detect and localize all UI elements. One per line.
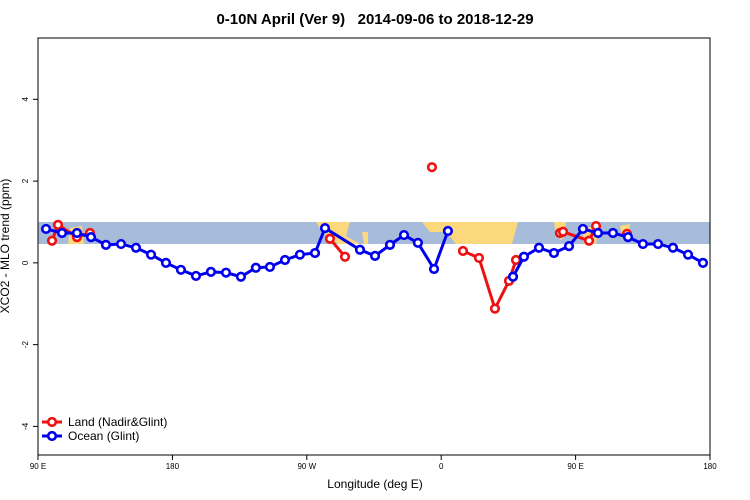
y-axis-label: XCO2 - MLO trend (ppm) <box>0 179 12 314</box>
data-point <box>130 242 142 253</box>
data-point <box>398 229 410 241</box>
legend-label: Ocean (Glint) <box>68 429 139 443</box>
data-point <box>697 257 709 268</box>
data-point <box>279 254 291 266</box>
data-point <box>548 247 560 259</box>
data-point <box>457 245 469 257</box>
data-point <box>220 267 232 278</box>
data-point <box>637 238 649 250</box>
legend-marker <box>46 416 58 428</box>
chart-title: 0-10N April (Ver 9) 2014-09-06 to 2018-1… <box>216 11 533 28</box>
data-point <box>667 242 679 253</box>
data-point <box>309 247 321 259</box>
data-point <box>473 252 485 264</box>
legend-label: Land (Nadir&Glint) <box>68 415 167 429</box>
data-point <box>56 227 68 239</box>
data-point <box>235 271 247 282</box>
data-point <box>324 233 336 244</box>
y-tick-label: -2 <box>21 341 30 349</box>
data-point <box>563 240 575 252</box>
data-point <box>145 249 157 260</box>
data-point <box>40 223 52 235</box>
data-point <box>339 251 351 262</box>
data-point <box>71 227 83 239</box>
data-point <box>46 235 58 246</box>
land-patch <box>362 232 368 244</box>
data-point <box>426 162 438 173</box>
y-tick-label: 2 <box>21 178 30 183</box>
data-point <box>533 242 545 253</box>
data-point <box>682 249 694 260</box>
data-point <box>319 223 331 234</box>
x-tick-label: 180 <box>166 462 180 471</box>
data-point <box>428 263 440 275</box>
data-point <box>489 303 501 314</box>
y-tick-label: -4 <box>21 422 30 430</box>
data-point <box>100 239 112 250</box>
data-point <box>557 226 569 237</box>
data-point <box>510 254 522 266</box>
y-tick-label: 4 <box>21 97 30 102</box>
data-point <box>384 239 396 250</box>
data-point <box>115 238 127 250</box>
data-point <box>592 227 604 239</box>
legend-marker <box>46 430 58 442</box>
data-point <box>294 249 306 260</box>
x-tick-label: 0 <box>439 462 444 471</box>
x-tick-label: 90 E <box>567 462 583 471</box>
data-point <box>652 238 664 250</box>
data-point <box>52 219 64 230</box>
x-axis-label: Longitude (deg E) <box>327 477 422 491</box>
data-point <box>507 271 519 282</box>
data-point <box>205 266 217 277</box>
data-point <box>607 227 619 239</box>
ocean-band <box>38 222 710 244</box>
x-tick-label: 90 W <box>297 462 316 471</box>
x-tick-label: 180 <box>703 462 717 471</box>
data-point <box>518 251 530 262</box>
data-point <box>622 231 634 243</box>
data-point <box>369 250 381 262</box>
data-point <box>264 261 276 273</box>
data-point <box>583 235 595 246</box>
data-point <box>85 231 97 243</box>
data-point <box>442 225 454 237</box>
data-point <box>190 270 202 282</box>
data-point <box>412 237 424 248</box>
x-tick-label: 90 E <box>30 462 46 471</box>
data-point <box>160 257 172 268</box>
data-point <box>354 244 366 255</box>
y-tick-label: 0 <box>21 260 30 265</box>
data-point <box>577 223 589 235</box>
data-point <box>250 262 261 273</box>
data-point <box>175 264 187 275</box>
plot-frame <box>37 37 711 456</box>
